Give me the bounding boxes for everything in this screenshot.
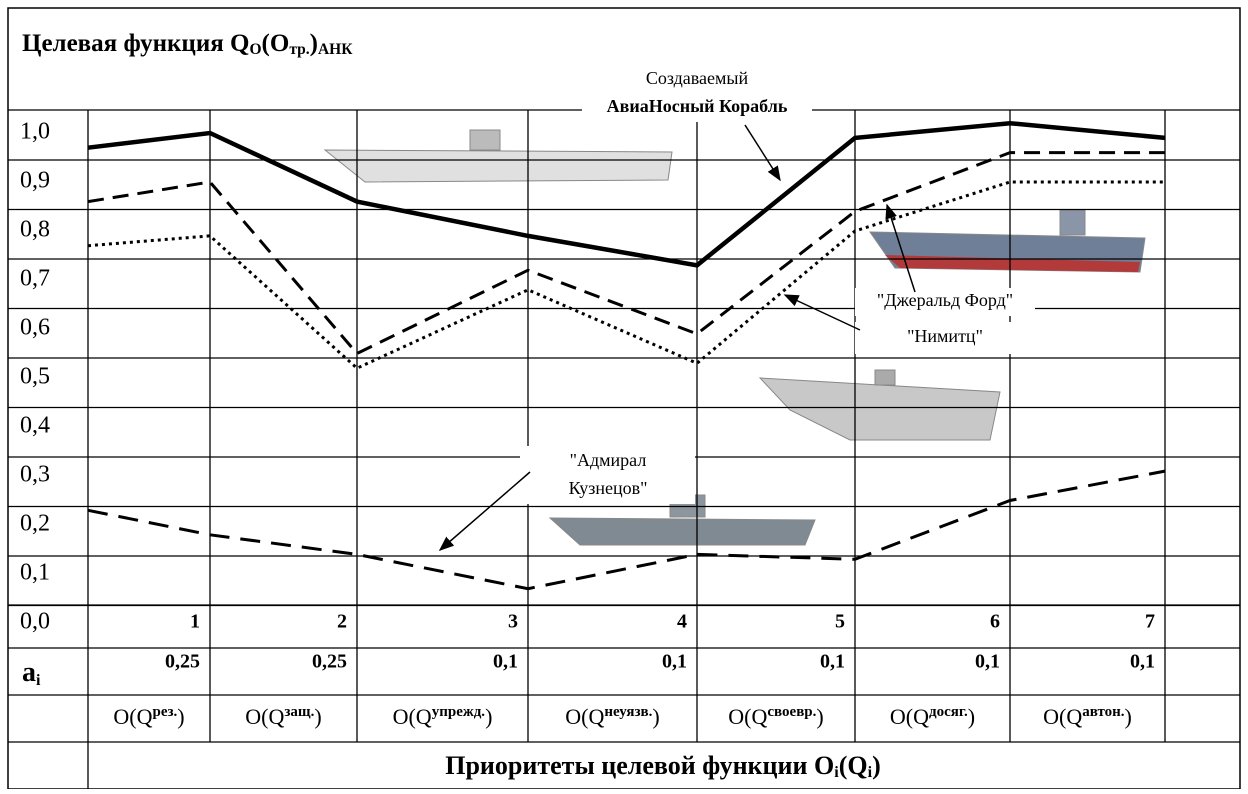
label-background [582,66,812,122]
criterion-label: O(Qнеуязв.) [565,704,659,729]
y-tick-label: 0,0 [20,609,50,635]
category-label: 1 [190,611,200,633]
text-part: a [22,657,36,688]
text-part: ) [652,704,659,729]
text-part: O(Q [1043,704,1082,729]
label-background [855,322,1035,354]
y-tick-label: 0,4 [20,413,50,439]
text-part: Целевая функция Q [22,30,249,57]
frame [7,7,1241,790]
text-part: O(Q [245,704,284,729]
category-label: 5 [835,611,845,633]
criterion-label: O(Qзащ.) [245,704,321,729]
category-label: 4 [677,611,687,633]
text-part: АНК [318,41,353,58]
text-part: i [36,672,41,689]
annotation-arrow [744,124,781,182]
text-part: упрежд. [432,704,486,720]
y-tick-label: 0,3 [20,462,50,488]
text-part: O(Q [565,704,604,729]
text-part: ) [816,704,823,729]
weight-label: 0,1 [1130,651,1155,673]
text-part: тр. [289,41,309,58]
text-part: (Q [839,751,868,780]
criterion-label: O(Qавтон.) [1043,704,1132,729]
weight-label: 0,1 [820,651,845,673]
text-part: i [868,764,873,781]
criterion-label: O(Qсвоевр.) [728,704,823,729]
text-part: ) [968,704,975,729]
chart-title: Целевая функция QO(Oтр.)АНК [22,30,353,58]
text-part: i [834,764,839,781]
weight-label: 0,25 [165,651,200,673]
weight-label: 0,1 [493,651,518,673]
y-tick-label: 0,5 [20,364,50,390]
series-label: Кузнецов" [569,478,648,498]
y-tick-label: 1,0 [20,119,50,145]
footer-label: Приоритеты целевой функции Oi(Qi) [445,751,880,781]
text-part: ) [1125,704,1132,729]
y-tick-label: 0,9 [20,168,50,194]
text-part: ) [872,751,881,780]
category-label: 3 [508,611,518,633]
criterion-label: O(Qрез.) [113,704,184,729]
text-part: ) [314,704,321,729]
text-part: рез. [153,704,178,720]
series-label: Создаваемый [646,68,749,88]
label-background [855,288,1035,316]
y-tick-label: 0,1 [20,560,50,586]
y-tick-label: 0,6 [20,315,50,341]
text-part: O(Q [890,704,929,729]
y-tick-label: 0,8 [20,217,50,243]
series-line [87,151,1165,356]
text-part: защ. [284,704,314,720]
weight-symbol: ai [22,657,41,688]
category-label: 7 [1145,611,1155,633]
series-label: "Нимитц" [907,326,983,346]
text-part: O(Q [728,704,767,729]
weight-label: 0,1 [975,651,1000,673]
annotation-arrow [438,471,531,551]
weight-label: 0,25 [312,651,347,673]
text-part: O(Q [113,704,152,729]
text-part: (O [262,30,290,57]
text-part: ) [310,30,318,57]
annotation-arrow [885,203,916,293]
weight-label: 0,1 [662,651,687,673]
series-line [87,469,1166,591]
label-background [520,446,695,504]
series-label: "Адмирал [570,450,647,470]
series-label: АвиаНосный Корабль [607,96,788,116]
text-part: ) [485,704,492,729]
category-label: 2 [337,611,347,633]
text-part: своевр. [767,704,816,720]
text-part: досяг. [929,704,968,720]
ship-images [323,129,1146,546]
series-line [87,120,1166,268]
y-tick-label: 0,2 [20,511,50,537]
category-label: 6 [990,611,1000,633]
series-line [87,180,1165,370]
text-part: автон. [1082,704,1125,720]
text-part: Приоритеты целевой функции O [445,751,834,780]
annotation-arrow [783,294,861,331]
y-tick-label: 0,7 [20,266,50,292]
series-label: "Джеральд Форд" [877,290,1013,310]
text-part: O(Q [393,704,432,729]
criterion-label: O(Qдосяг.) [890,704,975,729]
criterion-label: O(Qупрежд.) [393,704,493,729]
text-part: неуязв. [604,704,652,720]
text-part: O [249,41,261,58]
text-part: ) [177,704,184,729]
